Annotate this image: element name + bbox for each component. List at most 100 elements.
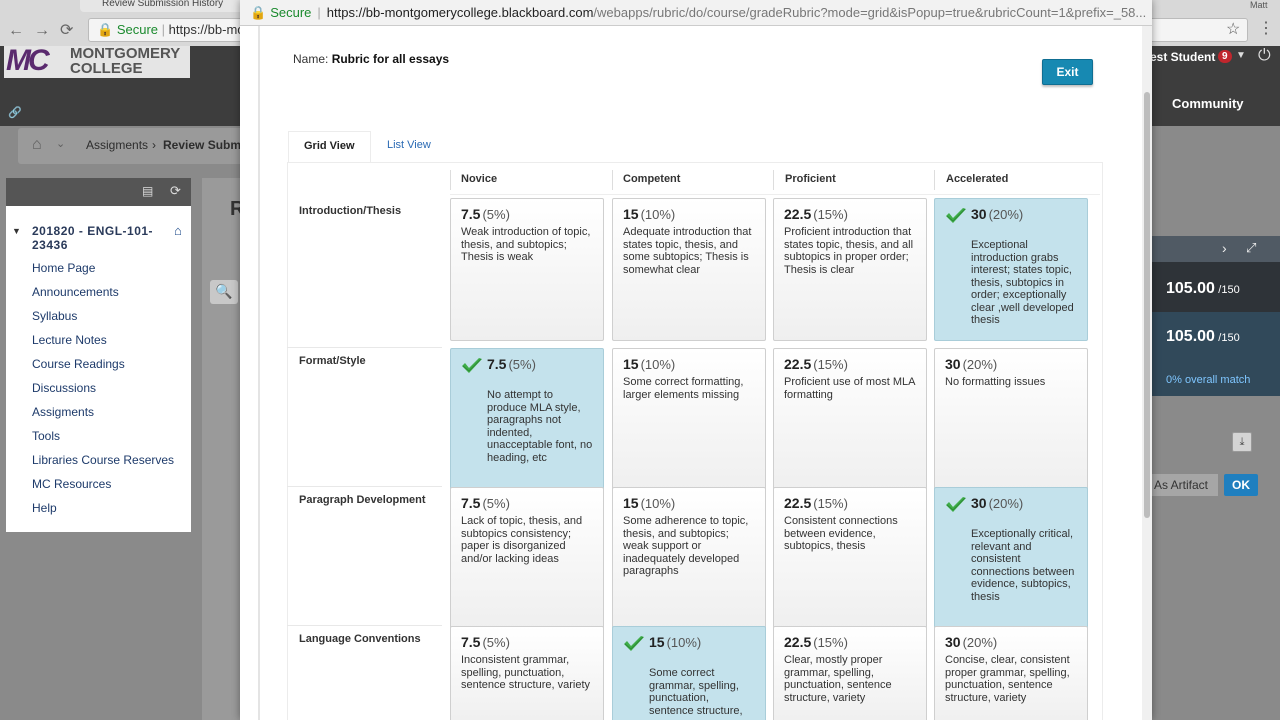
breadcrumb-item-assigments[interactable]: Assigments	[86, 138, 149, 152]
cell-percent: (20%)	[988, 496, 1024, 511]
cell-description: Proficient introduction that states topi…	[784, 226, 914, 276]
criterion-row-divider	[287, 625, 442, 626]
course-menu-item[interactable]: MC Resources	[32, 477, 112, 491]
browser-nav-buttons[interactable]: ←→⟳	[8, 22, 84, 39]
rubric-cell[interactable]: 15 (10%) Adequate introduction that states…	[612, 198, 766, 341]
rubric-popup-window: 🔒 Secure | https://bb-montgomerycollege.bla…	[240, 0, 1152, 720]
course-menu-item[interactable]: Assigments	[32, 405, 95, 419]
rubric-cell[interactable]: 30 (20%) Concise, clear, consistent proper…	[934, 626, 1088, 720]
rubric-cell-selected[interactable]: 7.5 (5%) No attempt to produce MLA style, …	[450, 348, 604, 491]
link-icon[interactable]: 🔗	[8, 107, 22, 119]
rubric-cell[interactable]: 22.5 (15%) Proficient use of most MLA form…	[773, 348, 927, 491]
chevron-down-icon[interactable]: ▼	[1236, 50, 1246, 61]
cell-description: Clear, mostly proper grammar, spelling, …	[784, 654, 892, 704]
course-menu-item[interactable]: Help	[32, 501, 57, 515]
notification-badge[interactable]: 9	[1218, 50, 1232, 63]
rubric-cell[interactable]: 7.5 (5%) Lack of topic, thesis, and subtop…	[450, 487, 604, 630]
level-header-separator	[450, 170, 451, 190]
criterion-label: Format/Style	[299, 355, 366, 367]
cell-percent: (15%)	[813, 635, 848, 650]
cell-points: 15	[623, 495, 639, 511]
course-menu-item[interactable]: Libraries Course Reserves	[32, 453, 175, 467]
breadcrumb: ⌂ ⌄ Assigments › Review Subm	[18, 128, 248, 164]
rubric-cell[interactable]: 15 (10%) Some correct formatting, larger e…	[612, 348, 766, 491]
course-menu-item[interactable]: Course Readings	[32, 357, 125, 371]
browser-tab[interactable]: Review Submission History	[80, 0, 250, 12]
user-name[interactable]: est Student	[1150, 50, 1216, 64]
save-as-artifact-button[interactable]: As Artifact	[1152, 474, 1218, 496]
course-menu-item[interactable]: Announcements	[32, 285, 119, 299]
rubric-cell[interactable]: 30 (20%) No formatting issues	[934, 348, 1088, 491]
cell-points: 30	[971, 495, 987, 511]
course-menu-item[interactable]: Lecture Notes	[32, 333, 107, 347]
browser-menu-icon[interactable]: ⋮	[1258, 20, 1274, 37]
cell-points: 7.5	[461, 206, 481, 222]
popup-address-bar[interactable]: 🔒 Secure | https://bb-montgomerycollege.bla…	[240, 0, 1152, 26]
ok-button[interactable]: OK	[1224, 474, 1258, 496]
tab-grid-view[interactable]: Grid View	[288, 131, 371, 163]
secure-label: Secure	[116, 22, 159, 37]
nav-tab-community[interactable]: Community	[1172, 96, 1244, 111]
rubric-cell[interactable]: 22.5 (15%) Proficient introduction that st…	[773, 198, 927, 341]
cell-description: Some correct grammar, spelling, punctuat…	[649, 667, 743, 717]
grid-header-divider	[450, 194, 1100, 195]
rubric-cell[interactable]: 7.5 (5%) Weak introduction of topic, thesi…	[450, 198, 604, 341]
level-header-separator	[934, 170, 935, 190]
scrollbar-thumb[interactable]	[1144, 92, 1150, 518]
level-header-separator	[612, 170, 613, 190]
course-menu-item[interactable]: Tools	[32, 429, 61, 443]
cell-percent: (5%)	[482, 635, 510, 650]
rubric-cell-selected[interactable]: 30 (20%) Exceptionally critical, relevant …	[934, 487, 1088, 630]
chevron-down-icon[interactable]: ⌄	[56, 138, 66, 150]
home-icon[interactable]: ⌂	[32, 136, 42, 153]
course-home-icon[interactable]: ⌂	[174, 223, 182, 238]
breadcrumb-item-review: Review Subm	[163, 138, 242, 152]
refresh-icon[interactable]: ⟳	[170, 183, 181, 198]
cell-description: Some correct formatting, larger elements…	[623, 376, 744, 401]
page-edge-divider	[258, 26, 260, 720]
attempt-score: 105.00 /150	[1152, 262, 1280, 312]
cell-percent: (20%)	[962, 635, 998, 650]
cell-description: Weak introduction of topic, thesis, and …	[461, 226, 591, 263]
course-menu-item[interactable]: Home Page	[32, 261, 96, 275]
course-menu-item[interactable]: Syllabus	[32, 309, 78, 323]
cell-percent: (10%)	[666, 635, 702, 650]
cell-points: 7.5	[461, 634, 481, 650]
cell-description: Exceptional introduction grabs interest;…	[971, 239, 1074, 326]
browser-tab-title: Review Submission History	[102, 0, 224, 9]
rubric-cell[interactable]: 22.5 (15%) Clear, mostly proper grammar, s…	[773, 626, 927, 720]
course-menu-item[interactable]: Discussions	[32, 381, 97, 395]
cell-description: Proficient use of most MLA formatting	[784, 376, 915, 401]
exit-button[interactable]: Exit	[1042, 59, 1093, 85]
cell-points: 7.5	[487, 356, 507, 372]
cell-percent: (10%)	[640, 357, 676, 372]
breadcrumb-separator: ›	[152, 138, 156, 152]
cell-description: No formatting issues	[945, 376, 1046, 388]
cell-description: No attempt to produce MLA style, paragra…	[487, 389, 593, 464]
rubric-cell-selected[interactable]: 30 (20%) Exceptional introduction grabs in…	[934, 198, 1088, 341]
popup-url-path: /webapps/rubric/do/course/gradeRubric?mo…	[593, 5, 1147, 20]
collapse-triangle-icon[interactable]: ▼	[12, 226, 22, 236]
tab-list-view[interactable]: List View	[387, 139, 431, 151]
checkmark-icon	[945, 207, 967, 225]
folder-view-icon[interactable]: ▤	[142, 184, 154, 198]
bookmark-star-icon[interactable]: ☆	[1226, 21, 1241, 38]
overall-match-link[interactable]: 0% overall match	[1166, 374, 1251, 386]
expand-icon[interactable]: ⤢	[1246, 240, 1257, 255]
rubric-cell[interactable]: 7.5 (5%) Inconsistent grammar, spelling, p…	[450, 626, 604, 720]
cell-description: Inconsistent grammar, spelling, punctuat…	[461, 654, 591, 691]
rubric-cell-selected[interactable]: 15 (10%) Some correct grammar, spelling, p…	[612, 626, 766, 720]
course-menu-toolbar: ▤ ⟳	[6, 178, 191, 206]
rubric-cell[interactable]: 22.5 (15%) Consistent connections between …	[773, 487, 927, 630]
chevron-right-icon[interactable]: ›	[1222, 240, 1227, 256]
popup-scrollbar[interactable]	[1142, 26, 1152, 720]
cell-points: 30	[945, 356, 961, 372]
zoom-out-icon[interactable]: 🔍	[210, 280, 238, 304]
logout-power-icon[interactable]: ⏻	[1258, 47, 1271, 64]
download-icon[interactable]: ⤓	[1232, 432, 1252, 452]
college-logo[interactable]: MC MONTGOMERY COLLEGE	[4, 44, 190, 78]
college-logo-name: MONTGOMERY COLLEGE	[70, 45, 181, 77]
criterion-row-divider	[287, 347, 442, 348]
course-title[interactable]: ▼ 201820 - ENGL-101-23436	[12, 224, 168, 252]
rubric-cell[interactable]: 15 (10%) Some adherence to topic, thesis, …	[612, 487, 766, 630]
